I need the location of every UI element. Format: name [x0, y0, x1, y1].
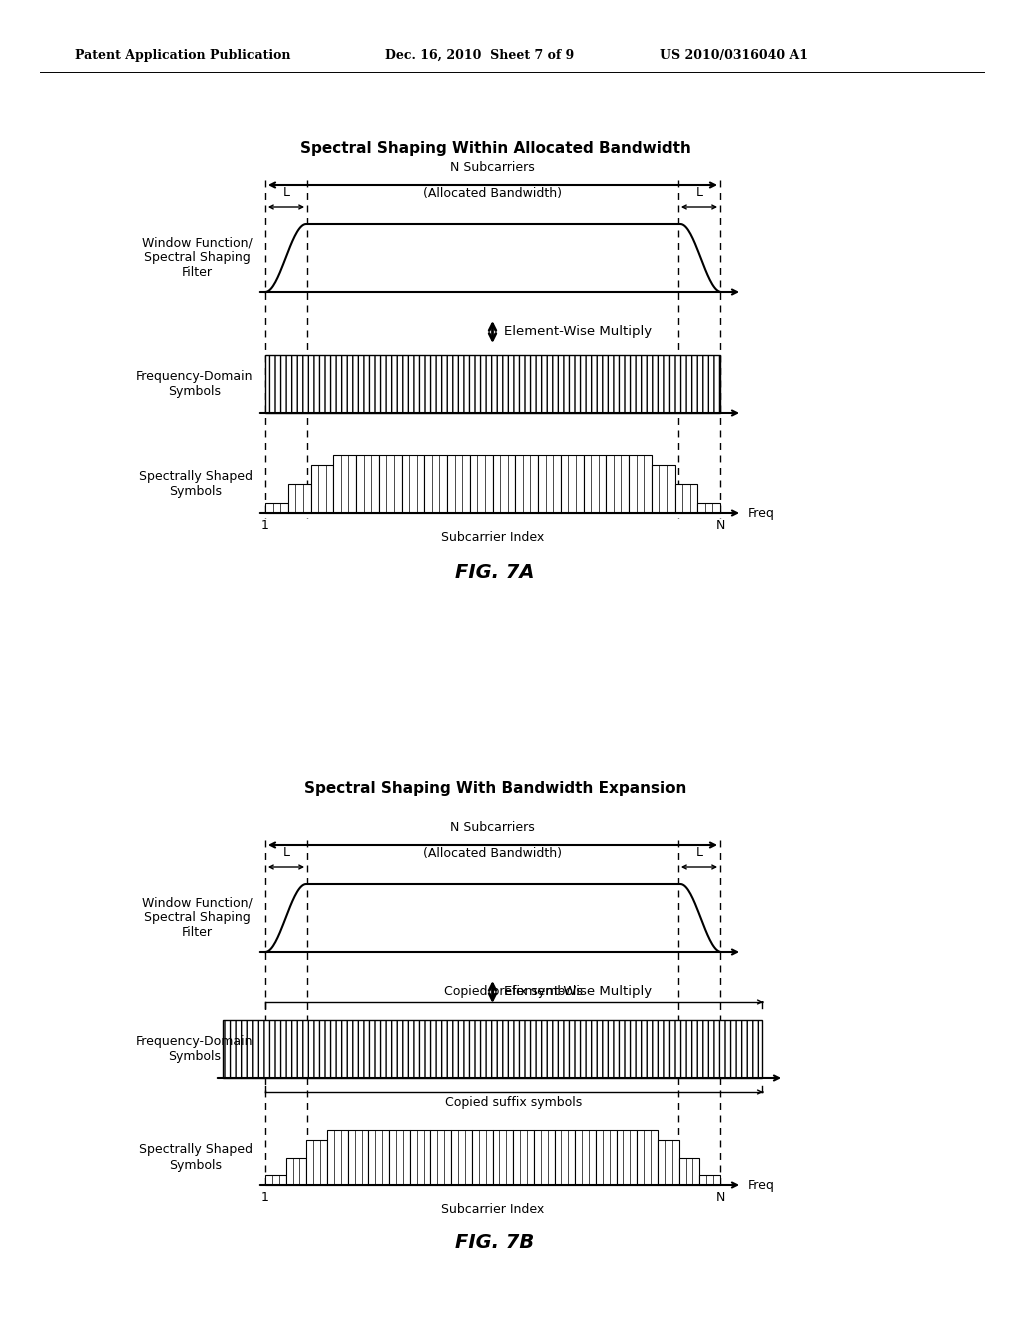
Text: N: N [716, 1191, 725, 1204]
Bar [561, 455, 584, 513]
Bar [606, 455, 629, 513]
Bar [379, 455, 401, 513]
Text: (Allocated Bandwidth): (Allocated Bandwidth) [423, 187, 562, 201]
Text: Subcarrier Index: Subcarrier Index [441, 1203, 544, 1216]
Bar [513, 1130, 534, 1185]
Text: Spectrally Shaped
Symbols: Spectrally Shaped Symbols [139, 470, 253, 498]
Bar [596, 1130, 616, 1185]
Bar [675, 484, 697, 513]
Bar [327, 1130, 348, 1185]
Bar [389, 1130, 410, 1185]
Bar [265, 1175, 286, 1185]
Bar [493, 455, 515, 513]
Text: Frequency-Domain
Symbols: Frequency-Domain Symbols [135, 1035, 253, 1063]
Text: Window Function/
Spectral Shaping
Filter: Window Function/ Spectral Shaping Filter [142, 896, 253, 940]
Text: Copied suffix symbols: Copied suffix symbols [444, 1096, 582, 1109]
Bar [493, 1130, 513, 1185]
Bar [265, 503, 288, 513]
Text: Dec. 16, 2010  Sheet 7 of 9: Dec. 16, 2010 Sheet 7 of 9 [385, 49, 574, 62]
Text: FIG. 7B: FIG. 7B [456, 1233, 535, 1253]
Bar [629, 455, 651, 513]
Text: N Subcarriers: N Subcarriers [451, 161, 535, 174]
Bar [584, 455, 606, 513]
Bar [369, 1130, 389, 1185]
Text: Spectral Shaping Within Allocated Bandwidth: Spectral Shaping Within Allocated Bandwi… [300, 140, 690, 156]
Bar [538, 455, 561, 513]
Text: Freq: Freq [748, 507, 775, 520]
Bar [286, 1158, 306, 1185]
Bar [288, 484, 310, 513]
Text: Freq: Freq [748, 1179, 775, 1192]
Bar [333, 455, 356, 513]
Bar [616, 1130, 637, 1185]
Bar [699, 1175, 720, 1185]
Bar [430, 1130, 452, 1185]
Text: Window Function/
Spectral Shaping
Filter: Window Function/ Spectral Shaping Filter [142, 236, 253, 280]
Bar [534, 1130, 555, 1185]
Text: 1: 1 [261, 519, 269, 532]
Bar [223, 1020, 762, 1078]
Bar [452, 1130, 472, 1185]
Text: Frequency-Domain
Symbols: Frequency-Domain Symbols [135, 370, 253, 399]
Text: Subcarrier Index: Subcarrier Index [441, 531, 544, 544]
Text: Copied prefix symbols: Copied prefix symbols [444, 985, 583, 998]
Text: L: L [695, 186, 702, 199]
Text: L: L [283, 186, 290, 199]
Bar [555, 1130, 575, 1185]
Bar [651, 466, 675, 513]
Bar [447, 455, 470, 513]
Bar [470, 455, 493, 513]
Bar [410, 1130, 430, 1185]
Bar [424, 455, 447, 513]
Bar [697, 503, 720, 513]
Bar [348, 1130, 369, 1185]
Text: Element-Wise Multiply: Element-Wise Multiply [505, 326, 652, 338]
Text: FIG. 7A: FIG. 7A [456, 564, 535, 582]
Text: (Allocated Bandwidth): (Allocated Bandwidth) [423, 847, 562, 861]
Text: Spectral Shaping With Bandwidth Expansion: Spectral Shaping With Bandwidth Expansio… [304, 780, 686, 796]
Text: L: L [283, 846, 290, 859]
Text: L: L [695, 846, 702, 859]
Text: Patent Application Publication: Patent Application Publication [75, 49, 291, 62]
Text: N Subcarriers: N Subcarriers [451, 821, 535, 834]
Bar [679, 1158, 699, 1185]
Bar [472, 1130, 493, 1185]
Bar [515, 455, 538, 513]
Text: US 2010/0316040 A1: US 2010/0316040 A1 [660, 49, 808, 62]
Text: 1: 1 [261, 1191, 269, 1204]
Bar [658, 1140, 679, 1185]
Bar [637, 1130, 658, 1185]
Text: Spectrally Shaped
Symbols: Spectrally Shaped Symbols [139, 1143, 253, 1172]
Bar [356, 455, 379, 513]
Text: N: N [716, 519, 725, 532]
Bar [401, 455, 424, 513]
Bar [575, 1130, 596, 1185]
Bar [265, 355, 720, 413]
Text: Element-Wise Multiply: Element-Wise Multiply [505, 986, 652, 998]
Bar [306, 1140, 327, 1185]
Bar [310, 466, 333, 513]
